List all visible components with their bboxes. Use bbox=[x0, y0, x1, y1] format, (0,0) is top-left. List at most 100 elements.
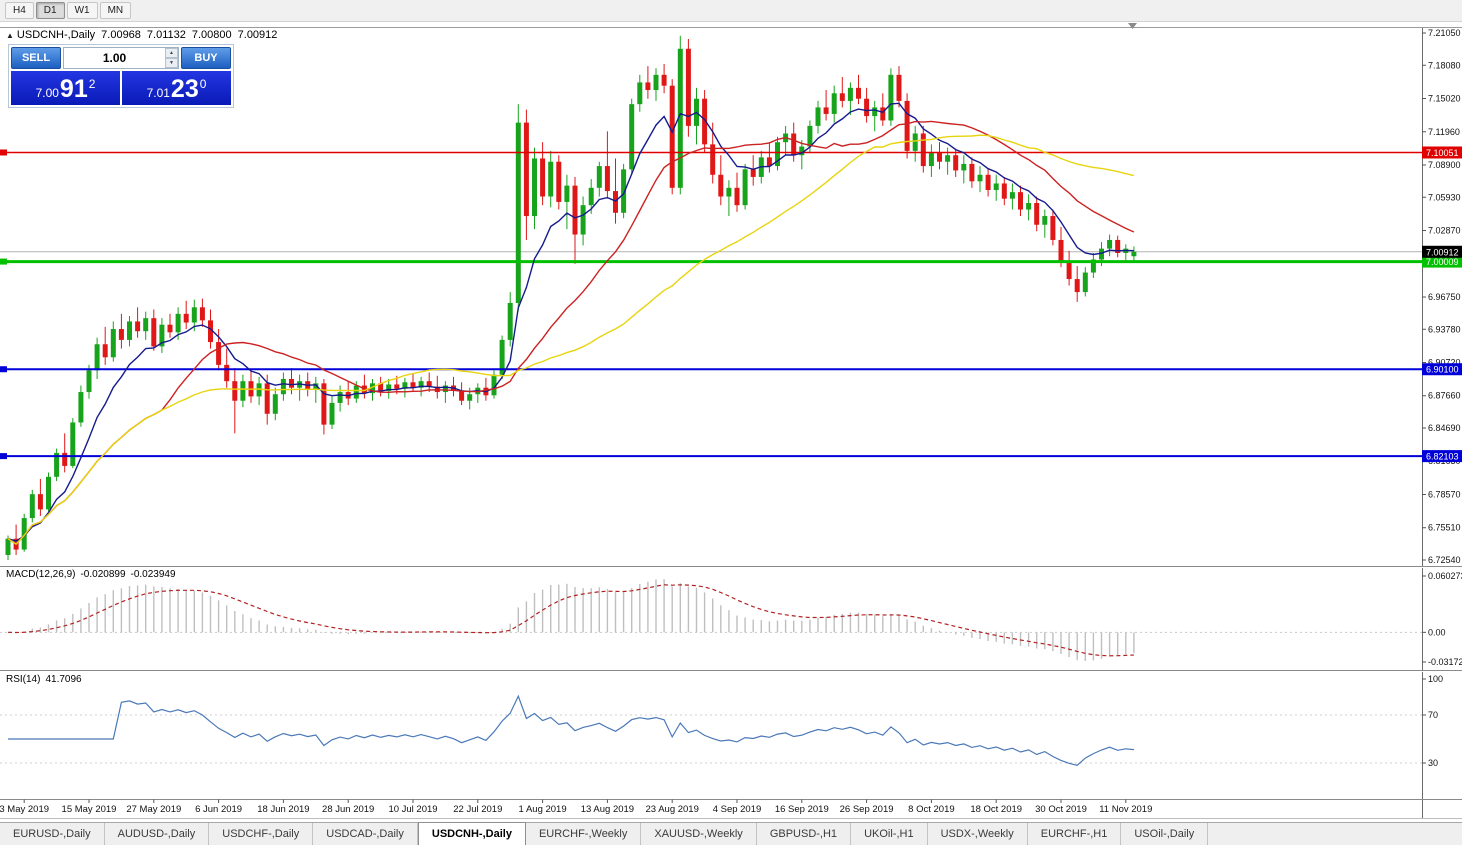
chart-tabs-bar: EURUSD-,Daily AUDUSD-,Daily USDCHF-,Daily U… bbox=[0, 822, 1462, 845]
moving-average-20 bbox=[7, 120, 1135, 546]
macd-value: -0.020899 bbox=[80, 569, 126, 580]
price-axis-label: 6.87660 bbox=[1428, 391, 1461, 401]
macd-signal-line bbox=[7, 584, 1134, 657]
svg-text:7.00009: 7.00009 bbox=[1426, 257, 1459, 267]
price-axis-label: 6.96750 bbox=[1428, 292, 1461, 302]
date-axis-label: 18 Jun 2019 bbox=[257, 804, 309, 815]
price-axis-label: 6.78570 bbox=[1428, 489, 1461, 499]
macd-axis-label: 0.060273 bbox=[1428, 571, 1462, 581]
price-badge-7.00009 bbox=[1422, 255, 1462, 268]
ohlc-close-value: 7.00912 bbox=[237, 29, 278, 41]
date-axis-label: 1 Aug 2019 bbox=[519, 804, 567, 815]
chart-tab-usdchf-daily[interactable]: USDCHF-,Daily bbox=[209, 823, 314, 845]
chart-tab-xauusd-weekly[interactable]: XAUUSD-,Weekly bbox=[641, 823, 757, 845]
macd-axis-label: -0.031725 bbox=[1428, 657, 1462, 667]
rsi-indicator-label: RSI(14) 41.7096 bbox=[6, 674, 87, 685]
ohlc-low-value: 7.00800 bbox=[191, 29, 232, 41]
ohlc-high-value: 7.01132 bbox=[146, 29, 186, 41]
price-axis-label: 6.75510 bbox=[1428, 523, 1461, 533]
buy-price-sup: 0 bbox=[199, 77, 207, 91]
line-edge-marker bbox=[0, 258, 7, 265]
price-badge-7.10051 bbox=[1422, 146, 1462, 159]
macd-indicator-label: MACD(12,26,9) -0.020899 -0.023949 bbox=[6, 569, 181, 580]
chart-tab-usdx-weekly[interactable]: USDX-,Weekly bbox=[928, 823, 1028, 845]
date-axis-label: 13 Aug 2019 bbox=[581, 804, 634, 815]
price-axis-label: 6.84690 bbox=[1428, 423, 1461, 433]
price-axis-label: 6.90720 bbox=[1428, 357, 1461, 367]
price-badge-6.90100 bbox=[1422, 363, 1462, 376]
price-axis-label: 7.11960 bbox=[1428, 127, 1460, 137]
chart-ohlc-header: ▲ USDCNH-,Daily 7.00968 7.01132 7.00800 7.009… bbox=[6, 29, 277, 41]
timeframe-toolbar: H4 D1 W1 MN bbox=[0, 0, 1462, 22]
volume-field[interactable]: 1.00 ▲ ▼ bbox=[63, 47, 179, 69]
price-axis-label: 7.05930 bbox=[1428, 192, 1461, 202]
date-axis-label: 11 Nov 2019 bbox=[1099, 804, 1152, 815]
timeframe-button-mn[interactable]: MN bbox=[99, 2, 132, 19]
volume-decrease-button[interactable]: ▼ bbox=[165, 58, 178, 68]
buy-price-display[interactable]: 7.01 23 0 bbox=[122, 71, 231, 105]
rsi-line bbox=[8, 694, 1134, 766]
chart-tab-usdcnh-daily[interactable]: USDCNH-,Daily bbox=[417, 822, 526, 845]
line-edge-marker bbox=[0, 453, 7, 460]
rsi-axis-label: 30 bbox=[1428, 758, 1438, 768]
current-price-badge bbox=[1422, 245, 1462, 258]
volume-value[interactable]: 1.00 bbox=[102, 51, 127, 65]
price-badge-6.82103 bbox=[1422, 450, 1462, 463]
chart-tab-eurchf-h1[interactable]: EURCHF-,H1 bbox=[1028, 823, 1122, 845]
buy-button[interactable]: BUY bbox=[181, 47, 231, 69]
line-edge-marker bbox=[0, 366, 7, 373]
price-axis-label: 6.93780 bbox=[1428, 324, 1461, 334]
line-edge-marker bbox=[0, 149, 7, 156]
sell-price-big: 91 bbox=[59, 75, 88, 103]
timeframe-button-h4[interactable]: H4 bbox=[5, 2, 34, 19]
chart-symbol-label: USDCNH-,Daily bbox=[16, 29, 96, 41]
svg-text:7.10051: 7.10051 bbox=[1426, 148, 1459, 158]
chart-tab-usoil-daily[interactable]: USOil-,Daily bbox=[1121, 823, 1209, 845]
chart-tab-eurusd-daily[interactable]: EURUSD-,Daily bbox=[0, 823, 105, 845]
date-axis-label: 18 Oct 2019 bbox=[970, 804, 1022, 815]
date-axis-label: 10 Jul 2019 bbox=[388, 804, 437, 815]
macd-axis-label: 0.00 bbox=[1428, 627, 1446, 637]
chart-tab-audusd-daily[interactable]: AUDUSD-,Daily bbox=[105, 823, 210, 845]
sell-price-display[interactable]: 7.00 91 2 bbox=[11, 71, 120, 105]
chart-tab-usdcad-daily[interactable]: USDCAD-,Daily bbox=[313, 823, 418, 845]
buy-price-main: 7.01 bbox=[146, 86, 170, 100]
rsi-value: 41.7096 bbox=[45, 674, 82, 685]
timeframe-button-w1[interactable]: W1 bbox=[66, 2, 98, 19]
svg-text:6.90100: 6.90100 bbox=[1426, 365, 1459, 375]
one-click-trading-panel: SELL 1.00 ▲ ▼ BUY 7.00 91 2 7.01 23 0 bbox=[8, 44, 234, 108]
chart-shift-marker-icon[interactable] bbox=[1128, 23, 1137, 29]
date-axis-label: 27 May 2019 bbox=[126, 804, 181, 815]
chart-tab-gbpusd-h1[interactable]: GBPUSD-,H1 bbox=[757, 823, 852, 845]
buy-price-big: 23 bbox=[170, 75, 199, 103]
sell-price-main: 7.00 bbox=[35, 86, 59, 100]
price-axis-label: 6.72540 bbox=[1428, 555, 1461, 565]
svg-text:6.82103: 6.82103 bbox=[1426, 452, 1459, 462]
timeframe-button-d1[interactable]: D1 bbox=[35, 2, 65, 19]
moving-average-45 bbox=[7, 134, 1135, 546]
sell-button[interactable]: SELL bbox=[11, 47, 61, 69]
rsi-axis-label: 70 bbox=[1428, 710, 1438, 720]
svg-text:7.00912: 7.00912 bbox=[1426, 247, 1459, 257]
price-axis-label: 7.08900 bbox=[1428, 160, 1461, 170]
ohlc-open-value: 7.00968 bbox=[101, 29, 141, 41]
date-axis-label: 22 Jul 2019 bbox=[453, 804, 502, 815]
date-axis-label: 4 Sep 2019 bbox=[713, 804, 762, 815]
date-axis-label: 8 Oct 2019 bbox=[908, 804, 954, 815]
rsi-axis-label: 100 bbox=[1428, 674, 1443, 684]
price-axis-label: 7.15020 bbox=[1428, 94, 1461, 104]
moving-average-8 bbox=[7, 102, 1134, 542]
date-axis-label: 23 Aug 2019 bbox=[646, 804, 699, 815]
sell-price-sup: 2 bbox=[88, 77, 96, 91]
volume-increase-button[interactable]: ▲ bbox=[165, 48, 178, 58]
rsi-name: RSI(14) bbox=[6, 674, 41, 685]
date-axis-label: 26 Sep 2019 bbox=[840, 804, 894, 815]
candlesticks bbox=[5, 35, 1137, 560]
date-axis-label: 3 May 2019 bbox=[0, 804, 49, 815]
chart-tab-eurchf-weekly[interactable]: EURCHF-,Weekly bbox=[526, 823, 642, 845]
chart-tab-ukoil-h1[interactable]: UKOil-,H1 bbox=[851, 823, 928, 845]
price-axis-label: 7.18080 bbox=[1428, 60, 1461, 70]
collapse-arrow-icon[interactable]: ▲ bbox=[6, 31, 14, 40]
date-axis-label: 16 Sep 2019 bbox=[775, 804, 829, 815]
